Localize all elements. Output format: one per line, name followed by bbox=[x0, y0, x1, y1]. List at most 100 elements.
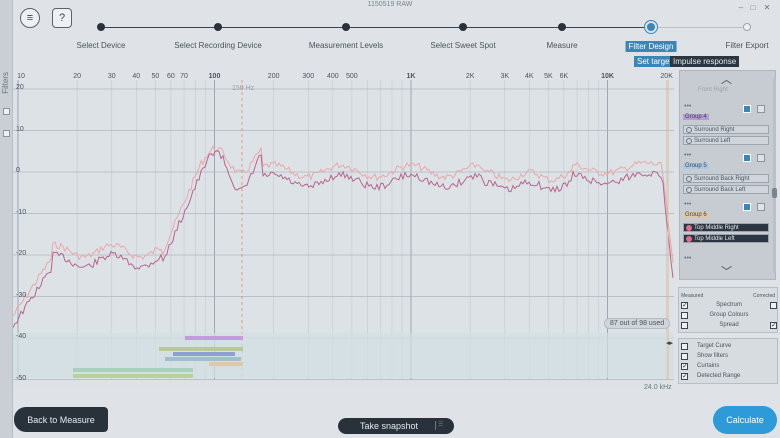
measured-checkbox[interactable] bbox=[681, 322, 688, 329]
y-tick-label: -10 bbox=[16, 208, 27, 216]
filters-toggle-1[interactable] bbox=[3, 108, 10, 115]
x-tick-label: 400 bbox=[326, 73, 339, 80]
filters-label: Filters bbox=[1, 72, 10, 94]
plot-vertical-grid bbox=[17, 80, 667, 380]
step-dot-5[interactable] bbox=[558, 23, 566, 31]
channel-status-icon bbox=[686, 236, 692, 242]
channel-status-icon bbox=[686, 138, 692, 144]
filter-bar bbox=[209, 362, 243, 366]
group-menu-icon[interactable]: ••• bbox=[684, 103, 692, 110]
group-name[interactable]: Group 5 bbox=[683, 163, 709, 169]
channel-item[interactable]: Surround Left bbox=[683, 136, 769, 145]
tab-impulse-response[interactable]: Impulse response bbox=[670, 56, 740, 67]
group-scrollbar[interactable] bbox=[773, 78, 776, 273]
group-settings-icon[interactable] bbox=[757, 154, 765, 162]
channel-label: Surround Right bbox=[694, 127, 735, 133]
option-label: Spread bbox=[719, 322, 739, 328]
stepper-line-pending bbox=[651, 27, 747, 28]
group-partial-bottom: ••• bbox=[684, 255, 692, 262]
expand-arrows-icon[interactable]: ◂▸ bbox=[666, 340, 674, 347]
x-tick-label: 70 bbox=[180, 73, 188, 80]
step-dot-6[interactable] bbox=[647, 23, 655, 31]
option-label: Group Colours bbox=[709, 312, 749, 318]
channel-label: Surround Back Right bbox=[694, 176, 750, 182]
group-name[interactable]: Group 6 bbox=[683, 212, 709, 218]
x-tick-label: 200 bbox=[267, 73, 280, 80]
x-tick-label: 1K bbox=[406, 73, 416, 80]
channel-item[interactable]: Surround Back Right bbox=[683, 174, 769, 183]
measured-checkbox[interactable] bbox=[681, 312, 688, 319]
menu-icon[interactable]: ≡ bbox=[20, 8, 40, 28]
group-scroll-thumb[interactable] bbox=[772, 188, 777, 198]
group-menu-icon[interactable]: ••• bbox=[684, 201, 692, 208]
filter-bars bbox=[73, 336, 243, 378]
channel-item[interactable]: Top Middle Left bbox=[683, 234, 769, 243]
x-tick-label: 20K bbox=[660, 73, 673, 80]
step-label-1[interactable]: Select Device bbox=[76, 41, 126, 50]
step-label-3[interactable]: Measurement Levels bbox=[308, 41, 384, 50]
group-link-icon[interactable] bbox=[743, 154, 751, 162]
help-icon[interactable]: ? bbox=[52, 8, 72, 28]
corrected-checkbox[interactable] bbox=[770, 302, 777, 309]
max-frequency-label: 24.0 kHz bbox=[644, 384, 672, 391]
maximize-button[interactable]: □ bbox=[750, 3, 756, 12]
overlay-checkbox[interactable] bbox=[681, 353, 688, 360]
overlay-checkbox[interactable] bbox=[681, 343, 688, 350]
filter-bar bbox=[73, 374, 193, 378]
filters-toggle-2[interactable] bbox=[3, 130, 10, 137]
group-link-icon[interactable] bbox=[743, 105, 751, 113]
x-tick-label: 4K bbox=[525, 73, 534, 80]
group-settings-icon[interactable] bbox=[757, 203, 765, 211]
x-tick-label: 3K bbox=[500, 73, 510, 80]
filter-bar bbox=[73, 368, 193, 372]
overlay-checkbox[interactable]: ✓ bbox=[681, 373, 688, 380]
channel-item[interactable]: Top Middle Right bbox=[683, 223, 769, 232]
measured-curve-light bbox=[13, 145, 674, 317]
tab-set-target[interactable]: Set target bbox=[634, 56, 675, 67]
measured-checkbox[interactable]: ✓ bbox=[681, 302, 688, 309]
step-dot-7[interactable] bbox=[743, 23, 751, 31]
chevron-down-icon[interactable]: ﹀ bbox=[721, 266, 732, 278]
group-settings-icon[interactable] bbox=[757, 105, 765, 113]
y-tick-label: -20 bbox=[16, 250, 27, 257]
chevron-up-icon[interactable]: ︿ bbox=[721, 74, 732, 86]
step-dot-4[interactable] bbox=[459, 23, 467, 31]
back-to-measure-button[interactable]: Back to Measure bbox=[14, 407, 108, 432]
step-label-6[interactable]: Filter Design bbox=[625, 41, 677, 52]
step-label-5[interactable]: Measure bbox=[546, 41, 578, 50]
group-item-partial-top[interactable]: Front Right bbox=[698, 87, 728, 93]
group-name[interactable]: Group 4 bbox=[683, 114, 709, 120]
group-link-icon[interactable] bbox=[743, 203, 751, 211]
x-tick-label: 500 bbox=[346, 73, 358, 80]
filters-side-panel[interactable]: Filters bbox=[0, 0, 13, 438]
take-snapshot-button[interactable]: Take snapshot ☰ bbox=[338, 418, 454, 434]
overlay-options-panel: Target Curve Show filters ✓ Curtains ✓ Detect… bbox=[678, 338, 778, 384]
corrected-checkbox[interactable]: ✓ bbox=[770, 322, 777, 329]
measured-header: Measured bbox=[681, 293, 704, 299]
filter-bar bbox=[173, 352, 235, 356]
step-label-7[interactable]: Filter Export bbox=[725, 41, 769, 50]
channel-status-icon bbox=[686, 225, 692, 231]
minimize-button[interactable]: – bbox=[738, 3, 744, 12]
group-menu-icon[interactable]: ••• bbox=[684, 152, 692, 159]
y-tick-label: 0 bbox=[16, 167, 20, 174]
frequency-response-plot[interactable] bbox=[13, 80, 674, 387]
step-label-2[interactable]: Select Recording Device bbox=[174, 41, 262, 50]
step-label-4[interactable]: Select Sweet Spot bbox=[430, 41, 496, 50]
filters-used-badge: 87 out of 98 used bbox=[604, 318, 671, 329]
step-dot-3[interactable] bbox=[342, 23, 350, 31]
channel-status-icon bbox=[686, 187, 692, 193]
channel-item[interactable]: Surround Back Left bbox=[683, 185, 769, 194]
calculate-button[interactable]: Calculate bbox=[713, 406, 777, 434]
channel-label: Top Middle Right bbox=[694, 225, 739, 231]
step-dot-2[interactable] bbox=[214, 23, 222, 31]
step-dot-1[interactable] bbox=[97, 23, 105, 31]
x-tick-label: 40 bbox=[132, 73, 141, 80]
close-button[interactable]: ✕ bbox=[763, 3, 771, 12]
channel-label: Surround Back Left bbox=[694, 187, 746, 193]
channel-status-icon bbox=[686, 176, 692, 182]
overlay-checkbox[interactable]: ✓ bbox=[681, 363, 688, 370]
snapshot-list-icon[interactable]: ☰ bbox=[435, 421, 448, 430]
channel-item[interactable]: Surround Right bbox=[683, 125, 769, 134]
x-tick-label: 60 bbox=[167, 73, 175, 80]
